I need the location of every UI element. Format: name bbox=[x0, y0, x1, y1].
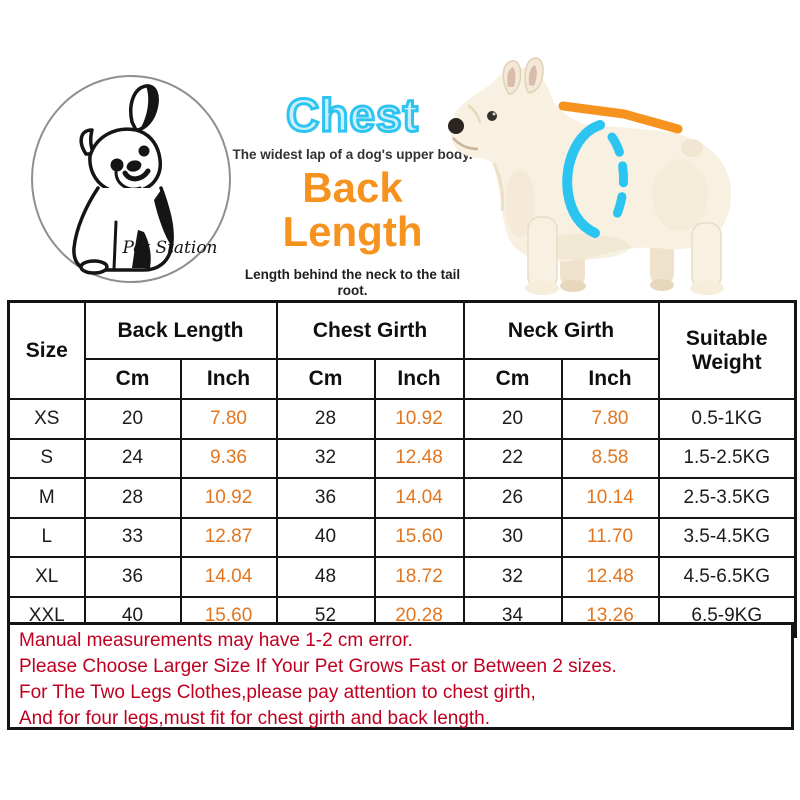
chest-measure-band bbox=[562, 120, 628, 238]
chest-inch-value: 14.04 bbox=[373, 477, 465, 519]
size-row-m: M 28 10.92 36 14.04 26 10.14 2.5-3.5KG bbox=[7, 477, 797, 519]
dog-body bbox=[448, 57, 732, 295]
size-row-xl: XL 36 14.04 48 18.72 32 12.48 4.5-6.5KG bbox=[7, 556, 797, 598]
size-row-xs: XS 20 7.80 28 10.92 20 7.80 0.5-1KG bbox=[7, 398, 797, 440]
size-value: S bbox=[7, 437, 86, 479]
neck-cm-value: 30 bbox=[462, 516, 563, 558]
back-length-title: Back Length bbox=[282, 164, 423, 255]
size-value: L bbox=[7, 516, 86, 558]
header-suitable-weight: Suitable Weight bbox=[657, 300, 797, 400]
header-neck-inch: Inch bbox=[560, 358, 660, 400]
neck-cm-value: 22 bbox=[462, 437, 563, 479]
header-chest-inch: Inch bbox=[373, 358, 465, 400]
neck-inch-value: 10.14 bbox=[560, 477, 660, 519]
back-cm-value: 28 bbox=[83, 477, 182, 519]
back-inch-value: 9.36 bbox=[179, 437, 278, 479]
chest-cm-value: 48 bbox=[275, 556, 376, 598]
neck-inch-value: 11.70 bbox=[560, 516, 660, 558]
chest-cm-value: 28 bbox=[275, 398, 376, 440]
back-cm-value: 36 bbox=[83, 556, 182, 598]
neck-inch-value: 7.80 bbox=[560, 398, 660, 440]
logo-text: Pet Station bbox=[121, 238, 217, 258]
measure-labels: Chest The widest lap of a dog's upper bo… bbox=[230, 89, 475, 299]
back-length-description: Length behind the neck to the tail root. bbox=[244, 267, 461, 298]
header-chest-girth: Chest Girth bbox=[275, 300, 465, 360]
dog-nose bbox=[448, 118, 464, 134]
header-back-cm: Cm bbox=[83, 358, 182, 400]
header-neck-cm: Cm bbox=[462, 358, 563, 400]
size-row-l: L 33 12.87 40 15.60 30 11.70 3.5-4.5KG bbox=[7, 516, 797, 558]
back-cm-value: 24 bbox=[83, 437, 182, 479]
weight-value: 2.5-3.5KG bbox=[657, 477, 797, 519]
size-row-s: S 24 9.36 32 12.48 22 8.58 1.5-2.5KG bbox=[7, 437, 797, 479]
chest-inch-value: 10.92 bbox=[373, 398, 465, 440]
header-size: Size bbox=[7, 300, 86, 400]
back-inch-value: 7.80 bbox=[179, 398, 278, 440]
header-back-length: Back Length bbox=[83, 300, 278, 360]
weight-value: 1.5-2.5KG bbox=[657, 437, 797, 479]
note-line: Manual measurements may have 1-2 cm erro… bbox=[19, 630, 413, 651]
header-neck-girth: Neck Girth bbox=[462, 300, 660, 360]
table-subheader-row: Cm Inch Cm Inch Cm Inch bbox=[9, 358, 796, 400]
back-cm-value: 20 bbox=[83, 398, 182, 440]
dog-eye bbox=[487, 111, 497, 121]
back-cm-value: 33 bbox=[83, 516, 182, 558]
table-header-row: Size Back Length Chest Girth Neck Girth … bbox=[7, 300, 797, 400]
weight-value: 3.5-4.5KG bbox=[657, 516, 797, 558]
back-inch-value: 10.92 bbox=[179, 477, 278, 519]
note-line: Please Choose Larger Size If Your Pet Gr… bbox=[19, 656, 617, 677]
back-inch-value: 12.87 bbox=[179, 516, 278, 558]
weight-value: 0.5-1KG bbox=[657, 398, 797, 440]
note-line: For The Two Legs Clothes,please pay atte… bbox=[19, 682, 536, 703]
note-line: And for four legs,must fit for chest gir… bbox=[19, 708, 491, 729]
header-chest-cm: Cm bbox=[275, 358, 376, 400]
chest-inch-value: 18.72 bbox=[373, 556, 465, 598]
weight-value: 4.5-6.5KG bbox=[657, 556, 797, 598]
neck-cm-value: 20 bbox=[462, 398, 563, 440]
chest-description: The widest lap of a dog's upper body. bbox=[232, 147, 473, 162]
header-back-inch: Inch bbox=[179, 358, 278, 400]
back-measure-line bbox=[558, 101, 683, 134]
chest-cm-value: 32 bbox=[275, 437, 376, 479]
logo-dog-illustration bbox=[72, 84, 174, 275]
notes-box: Manual measurements may have 1-2 cm erro… bbox=[7, 622, 794, 730]
size-value: XL bbox=[7, 556, 86, 598]
chest-cm-value: 36 bbox=[275, 477, 376, 519]
chest-title: Chest bbox=[285, 89, 420, 141]
neck-cm-value: 26 bbox=[462, 477, 563, 519]
neck-inch-value: 8.58 bbox=[560, 437, 660, 479]
chest-inch-value: 12.48 bbox=[373, 437, 465, 479]
size-table: Size Back Length Chest Girth Neck Girth … bbox=[7, 300, 798, 638]
chest-cm-value: 40 bbox=[275, 516, 376, 558]
size-value: XS bbox=[7, 398, 86, 440]
back-inch-value: 14.04 bbox=[179, 556, 278, 598]
pet-station-logo: Pet Station bbox=[31, 75, 231, 283]
neck-inch-value: 12.48 bbox=[560, 556, 660, 598]
chest-inch-value: 15.60 bbox=[373, 516, 465, 558]
dog-photo bbox=[448, 57, 732, 295]
neck-cm-value: 32 bbox=[462, 556, 563, 598]
size-value: M bbox=[7, 477, 86, 519]
